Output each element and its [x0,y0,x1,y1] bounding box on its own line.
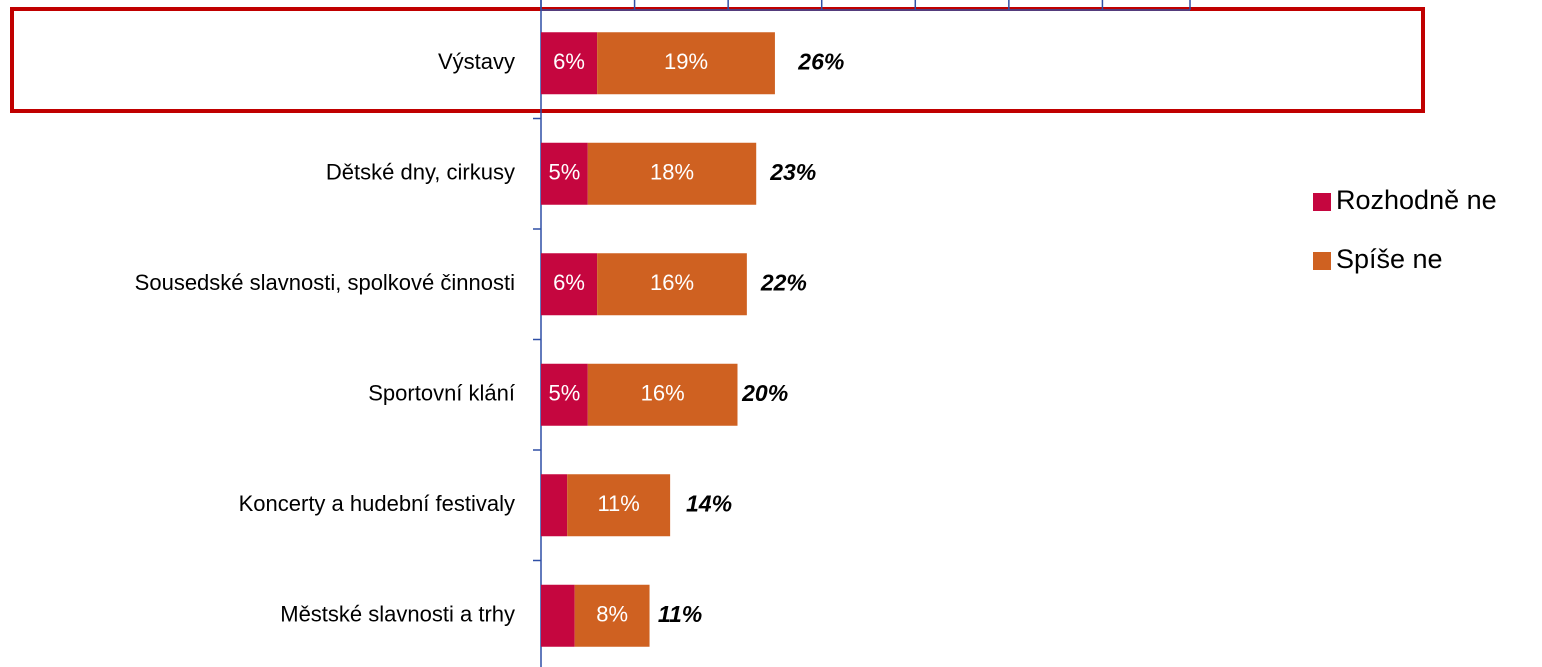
total-label: 23% [769,159,816,185]
bar-segment [597,253,747,316]
total-label: 14% [686,490,732,516]
category-label: Výstavy [438,49,515,74]
total-label: 20% [741,380,788,406]
value-label: 19% [664,49,708,74]
total-label: 26% [797,48,844,74]
bar-segment [597,32,775,95]
value-label: 18% [650,160,694,185]
value-label: 16% [650,270,694,295]
value-label: 6% [553,49,585,74]
legend-label: Rozhodně ne [1336,185,1497,215]
bar-segment [541,363,588,426]
total-label: 22% [760,269,807,295]
bar-segment [587,142,757,205]
value-label: 8% [596,602,628,627]
value-label: 11% [597,491,639,516]
bar-segment [541,474,568,537]
bar-segment [587,363,738,426]
total-label: 11% [658,601,702,627]
legend-swatch [1313,252,1331,270]
legend-label: Spíše ne [1336,244,1443,274]
category-label: Koncerty a hudební festivaly [239,491,515,516]
category-label: Dětské dny, cirkusy [326,160,515,185]
category-label: Městské slavnosti a trhy [280,602,515,627]
bar-segment [574,584,650,647]
bar-segment [541,253,598,316]
bar-segment [541,584,575,647]
value-label: 16% [641,381,685,406]
bar-segment [541,142,588,205]
value-label: 5% [548,160,580,185]
category-label: Sportovní klání [368,381,515,406]
value-label: 6% [553,270,585,295]
highlight-box [10,7,1425,113]
value-label: 5% [548,381,580,406]
bar-segment [567,474,671,537]
category-label: Sousedské slavnosti, spolkové činnosti [135,270,515,295]
legend-swatch [1313,193,1331,211]
bar-segment [541,32,598,95]
